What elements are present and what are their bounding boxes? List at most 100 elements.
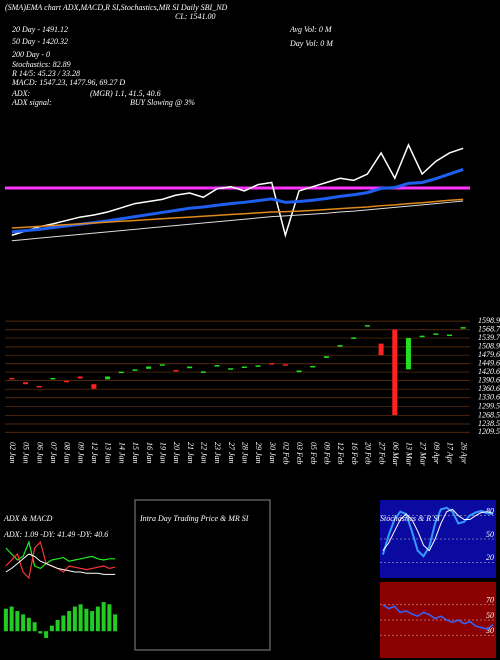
candle (132, 369, 138, 371)
intraday-frame (134, 499, 271, 651)
series-line (11, 143, 464, 238)
candle (91, 384, 97, 389)
y-tick-label: 80 (486, 506, 494, 515)
bar (55, 620, 60, 632)
x-tick-label: 12 Feb (336, 442, 345, 464)
candle (269, 363, 275, 365)
x-tick-label: 07 Jan (49, 442, 58, 464)
candle (105, 376, 111, 380)
candle (187, 366, 193, 369)
candle (323, 356, 329, 358)
candle (282, 364, 288, 366)
x-tick-label: 23 Jan (213, 442, 222, 464)
panel-title: Intra Day Trading Price & MR SI (139, 514, 249, 523)
bar (107, 604, 112, 632)
x-tick-label: 27 Mar (418, 442, 427, 467)
candle (337, 345, 343, 347)
x-tick-label: 02 Jan (8, 442, 17, 464)
y-tick-label: 1268.58 (478, 410, 500, 419)
annotation: Stochastics: 82.89 (12, 60, 71, 69)
bar (72, 606, 77, 632)
candle (159, 364, 165, 366)
bar (21, 614, 26, 632)
bar (32, 622, 37, 632)
x-tick-label: 05 Feb (309, 442, 318, 464)
series-line (11, 200, 464, 242)
x-tick-label: 16 Jan (145, 442, 154, 464)
candle (241, 366, 247, 369)
annotation: ADX: (11, 89, 31, 98)
bar (26, 617, 31, 632)
candle (77, 376, 83, 379)
y-tick-label: 1449.65 (478, 359, 500, 368)
candle (50, 377, 56, 380)
x-tick-label: 15 Jan (131, 442, 140, 464)
y-tick-label: 50 (486, 530, 494, 539)
candle (405, 337, 411, 370)
x-tick-label: 03 Feb (295, 442, 304, 464)
x-tick-label: 13 Jan (104, 442, 113, 464)
bar (78, 604, 83, 632)
y-tick-label: 1508.93 (478, 342, 500, 351)
annotation: (SMA)EMA chart ADX,MACD,R SI,Stochastics… (5, 3, 228, 12)
bar (95, 606, 100, 632)
candle (36, 385, 42, 388)
bar (67, 611, 72, 632)
series-line (5, 553, 116, 575)
x-tick-label: 13 Mar (405, 442, 414, 467)
series-line (382, 604, 494, 630)
y-tick-label: 1238.55 (478, 419, 500, 428)
annotation: (MGR) 1.1, 41.5, 40.6 (90, 89, 161, 98)
x-tick-label: 12 Jan (90, 442, 99, 464)
series-line (11, 198, 464, 229)
candle (173, 369, 179, 372)
panel-title: Stochastics & R SI (380, 514, 440, 523)
annotation: Avg Vol: 0 M (289, 25, 333, 34)
bar (38, 631, 43, 634)
y-tick-label: 1420.63 (478, 367, 500, 376)
candle (200, 371, 206, 373)
y-tick-label: 50 (486, 611, 494, 620)
x-tick-label: 21 Jan (186, 442, 195, 464)
candle (460, 327, 466, 329)
x-tick-label: 19 Jan (158, 442, 167, 464)
bar (15, 611, 20, 632)
candle (364, 325, 370, 327)
candle (255, 365, 261, 367)
x-tick-label: 28 Jan (240, 442, 249, 464)
x-tick-label: 16 Feb (350, 442, 359, 464)
bar (101, 602, 106, 632)
y-tick-label: 70 (486, 596, 494, 605)
annotation: Day Vol: 0 M (289, 39, 334, 48)
x-tick-label: 06 Mar (391, 442, 400, 467)
y-tick-label: 1390.62 (478, 375, 500, 384)
annotation: R 14/5: 45.23 / 33.28 (11, 69, 80, 78)
y-tick-label: 20 (486, 553, 494, 562)
candle (433, 333, 439, 335)
y-tick-label: 30 (485, 626, 494, 635)
annotation: 200 Day - 0 (12, 50, 50, 59)
candle (146, 366, 152, 369)
annotation: BUY Slowing @ 3% (130, 98, 195, 107)
y-tick-label: 1330.62 (478, 393, 500, 402)
bar (61, 615, 66, 632)
panel-title: ADX & MACD (3, 514, 53, 523)
candle (378, 343, 384, 356)
bar (44, 631, 49, 638)
series-line (381, 506, 494, 558)
annotation: ADX signal: (11, 98, 52, 107)
candle (296, 370, 302, 373)
series-line (382, 508, 494, 552)
annotation: MACD: 1547.23, 1477.96, 69.27 D (11, 78, 125, 87)
candle (351, 337, 357, 339)
bar (9, 606, 14, 632)
y-tick-label: 1568.72 (478, 325, 500, 334)
candle (310, 365, 316, 368)
x-tick-label: 06 Jan (35, 442, 44, 464)
x-tick-label: 09 Jan (76, 442, 85, 464)
candle (446, 334, 452, 337)
annotation: 20 Day - 1491.12 (12, 25, 68, 34)
x-tick-label: 20 Feb (364, 442, 373, 464)
x-tick-label: 14 Jan (117, 442, 126, 464)
y-tick-label: 1299.59 (478, 401, 500, 410)
